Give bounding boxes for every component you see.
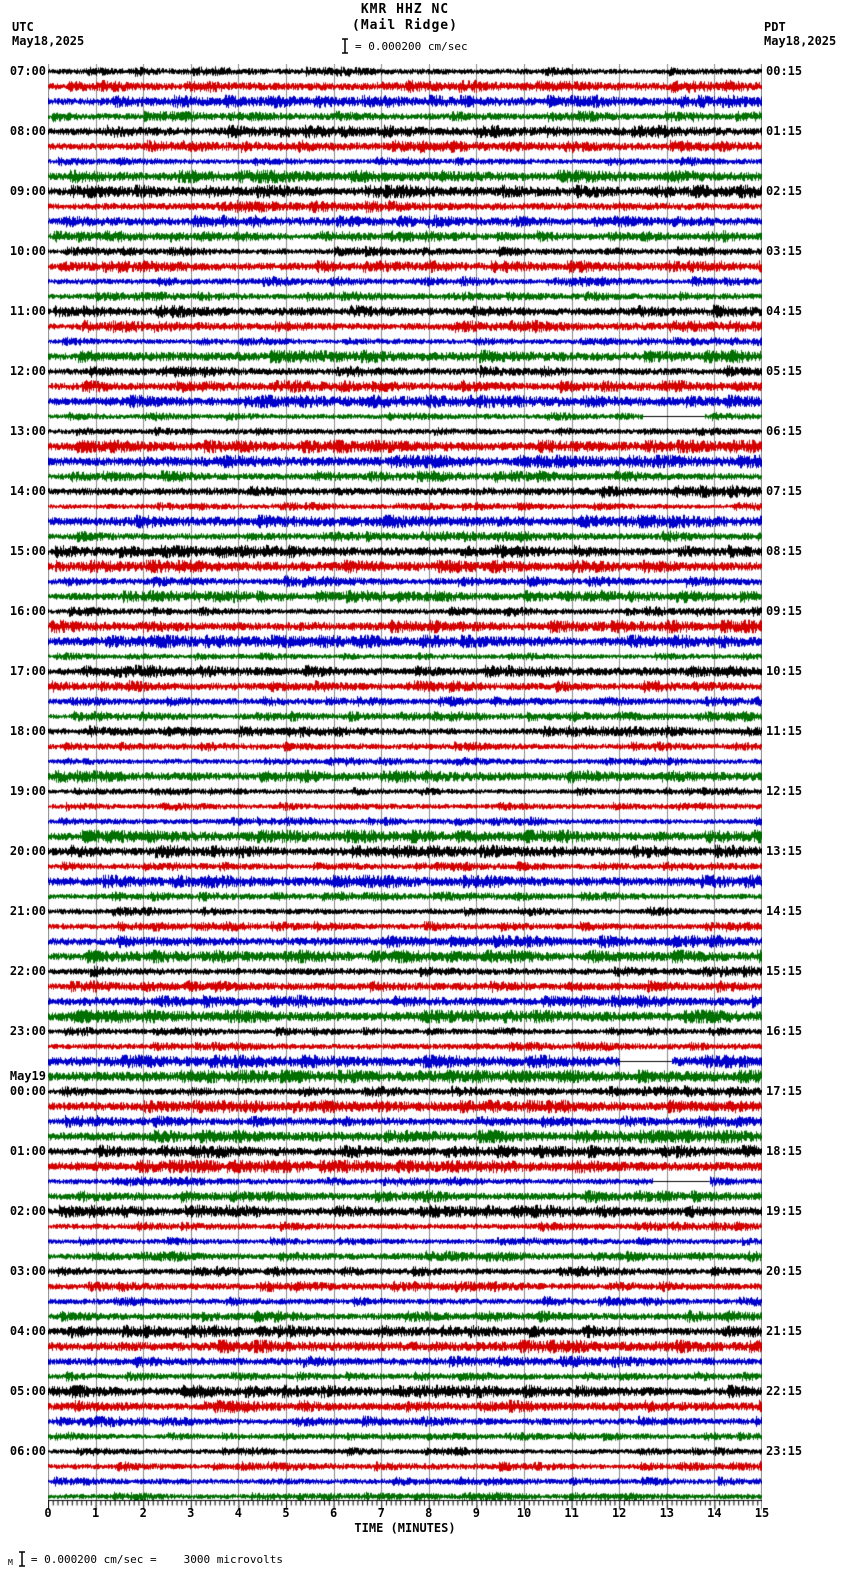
pdt-hour-label: 19:15 xyxy=(766,1204,803,1218)
utc-hour-label: 05:00 xyxy=(9,1384,46,1398)
right-timezone-label: PDT xyxy=(764,20,786,34)
pdt-hour-label: 02:15 xyxy=(766,184,803,198)
pdt-hour-label: 20:15 xyxy=(766,1264,803,1278)
left-timezone-label: UTC xyxy=(12,20,34,34)
utc-hour-label: 04:00 xyxy=(9,1324,46,1338)
utc-hour-label: 14:00 xyxy=(9,484,46,498)
utc-hour-label: 03:00 xyxy=(9,1264,46,1278)
pdt-hour-label: 06:15 xyxy=(766,424,803,438)
utc-hour-label: 22:00 xyxy=(9,964,46,978)
utc-hour-label: 06:00 xyxy=(9,1444,46,1458)
x-axis-title: TIME (MINUTES) xyxy=(354,1521,456,1535)
pdt-hour-label: 16:15 xyxy=(766,1024,803,1038)
pdt-hour-label: 17:15 xyxy=(766,1084,803,1098)
utc-hour-label: 13:00 xyxy=(9,424,46,438)
scale-bar-icon xyxy=(342,38,348,54)
utc-hour-label: 11:00 xyxy=(9,304,46,318)
amplitude-scale-text: = 0.000200 cm/sec xyxy=(355,39,468,53)
footer-scale-bar-icon xyxy=(18,1551,25,1567)
pdt-hour-label: 09:15 xyxy=(766,604,803,618)
x-axis-tick-label: 15 xyxy=(754,1506,770,1520)
amplitude-scale-legend: = 0.000200 cm/sec xyxy=(341,38,468,54)
pdt-hour-label: 15:15 xyxy=(766,964,803,978)
utc-hour-label: 09:00 xyxy=(9,184,46,198)
pdt-hour-label: 18:15 xyxy=(766,1144,803,1158)
utc-hour-label: 15:00 xyxy=(9,544,46,558)
right-timezone-block: PDT May18,2025 xyxy=(764,20,836,48)
x-axis-tick-label: 2 xyxy=(139,1506,147,1520)
right-date-label: May18,2025 xyxy=(764,34,837,48)
x-axis-tick-label: 6 xyxy=(329,1506,338,1520)
x-axis-tick-label: 8 xyxy=(425,1506,433,1520)
footer-microvolts: 3000 microvolts xyxy=(183,1552,284,1566)
x-axis-tick-label: 4 xyxy=(234,1506,243,1520)
left-timezone-block: UTC May18,2025 xyxy=(12,20,84,48)
utc-hour-label: 02:00 xyxy=(9,1204,46,1218)
x-axis-tick-label: 12 xyxy=(611,1506,627,1520)
pdt-hour-label: 07:15 xyxy=(766,484,803,498)
utc-hour-label: 08:00 xyxy=(9,124,46,138)
helicorder-plot[interactable] xyxy=(48,64,762,1512)
pdt-hour-label: 08:15 xyxy=(766,544,803,558)
utc-hour-label: 17:00 xyxy=(9,664,46,678)
utc-hour-label: 16:00 xyxy=(9,604,46,618)
pdt-hour-label: 04:15 xyxy=(766,304,803,318)
utc-hour-label: 21:00 xyxy=(9,904,46,918)
pdt-hour-label: 13:15 xyxy=(766,844,803,858)
pdt-hour-label: 22:15 xyxy=(766,1384,803,1398)
utc-hour-label: 10:00 xyxy=(9,244,46,258)
x-axis-tick-label: 14 xyxy=(707,1506,722,1520)
x-axis-tick-label: 5 xyxy=(282,1506,290,1520)
left-date-label: May18,2025 xyxy=(12,34,85,48)
pdt-hour-label: 05:15 xyxy=(766,364,803,378)
utc-hour-label: 01:00 xyxy=(9,1144,46,1158)
x-axis-tick-label: 0 xyxy=(44,1506,52,1520)
footer-scale-note: M = 0.000200 cm/sec = 3000 microvolts xyxy=(8,1551,283,1567)
pdt-hour-label: 10:15 xyxy=(766,664,803,678)
pdt-hour-label: 03:15 xyxy=(766,244,803,258)
x-axis-tick-label: 3 xyxy=(187,1506,195,1520)
utc-hour-label: 00:00 xyxy=(9,1084,46,1098)
utc-hour-label: 20:00 xyxy=(9,844,46,858)
x-axis-tick-label: 1 xyxy=(91,1506,100,1520)
pdt-hour-label: 00:15 xyxy=(766,64,803,78)
pdt-hour-label: 01:15 xyxy=(766,124,803,138)
footer-prefix: M xyxy=(8,1557,13,1567)
x-axis-tick-label: 9 xyxy=(472,1506,481,1520)
pdt-hour-label: 14:15 xyxy=(766,904,803,918)
x-axis-tick-label: 13 xyxy=(659,1506,675,1520)
pdt-hour-label: 12:15 xyxy=(766,784,803,798)
station-subtitle: (Mail Ridge) xyxy=(352,18,458,33)
utc-hour-label: 19:00 xyxy=(9,784,46,798)
x-axis-tick-label: 10 xyxy=(516,1506,532,1520)
utc-hour-label: 18:00 xyxy=(9,724,46,738)
day-change-label: May19 xyxy=(9,1069,46,1083)
footer-scale-equation: = 0.000200 cm/sec = xyxy=(30,1552,157,1566)
utc-hour-label: 12:00 xyxy=(9,364,46,378)
x-axis-tick-label: 11 xyxy=(564,1506,579,1520)
pdt-hour-label: 11:15 xyxy=(766,724,803,738)
pdt-hour-label: 23:15 xyxy=(766,1444,803,1458)
x-axis-tick-label: 7 xyxy=(377,1506,385,1520)
station-title: KMR HHZ NC xyxy=(360,2,450,17)
utc-hour-label: 23:00 xyxy=(9,1024,46,1038)
pdt-hour-label: 21:15 xyxy=(766,1324,803,1338)
utc-hour-label: 07:00 xyxy=(9,64,46,78)
